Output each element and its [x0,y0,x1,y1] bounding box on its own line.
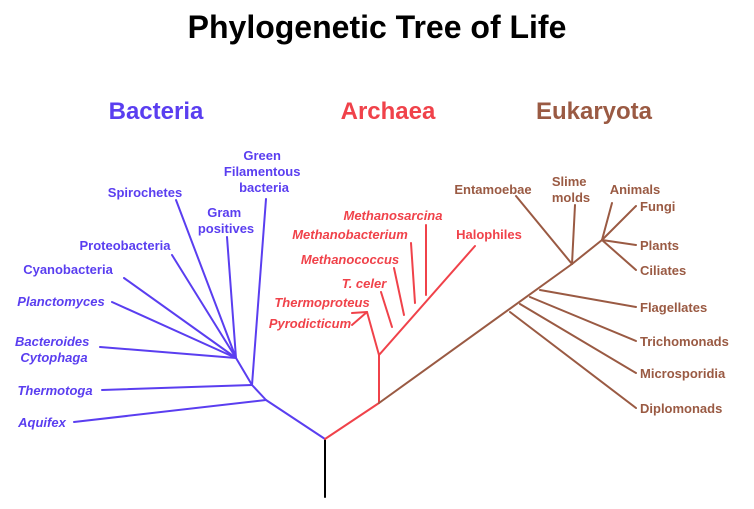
branch-green-filamentous [251,198,267,386]
diagram-title: Phylogenetic Tree of Life [188,9,567,45]
branch-animals [601,202,613,241]
label-t-celer: T. celer [342,276,388,291]
branch-plants [601,239,637,246]
label-trichomonads: Trichomonads [640,334,729,349]
branch-microsporidia [519,303,637,374]
branch-methanococcus [393,267,405,316]
branch-bacteroides [99,346,237,359]
label-aquifex: Aquifex [17,415,66,430]
label-fungi: Fungi [640,199,675,214]
label-plants: Plants [640,238,679,253]
bacteria-branches [73,198,326,440]
bacteria-labels: Green Filamentous bacteria Spirochetes G… [15,148,304,430]
branch-thermoproteus-pyrodicticum [366,311,380,356]
branch-spirochetes [175,199,237,359]
branch-flagellates [539,289,637,308]
label-thermotoga: Thermotoga [17,383,92,398]
branch-aquifex [73,399,267,423]
branch-fungi [601,205,637,241]
branch-slime-molds [571,204,576,265]
label-diplomonads: Diplomonads [640,401,722,416]
branch-gram-positives [226,236,237,359]
label-entamoebae: Entamoebae [454,182,531,197]
branch-trichomonads [529,296,637,342]
label-gram-positives: Gram positives [198,205,254,236]
branch-proteobacteria [171,254,237,359]
archaea-labels: Methanosarcina Methanobacterium Halophil… [269,208,522,331]
branch-thermotoga [101,384,253,391]
branch-planctomyces [111,301,237,359]
branch-diplomonads [509,311,637,409]
bacteria-crown-branch [235,357,253,386]
bacteria-main-branch [265,399,326,440]
branch-pyrodicticum-tip [351,311,368,326]
branch-entamoebae [515,195,573,265]
branch-halophiles [378,245,476,356]
label-planctomyces: Planctomyces [17,294,104,309]
label-halophiles: Halophiles [456,227,522,242]
branch-t-celer [380,291,393,328]
label-methanosarcina: Methanosarcina [344,208,443,223]
domain-label-eukaryota: Eukaryota [536,98,653,125]
branch-ciliates [601,239,637,271]
label-cyanobacteria: Cyanobacteria [23,262,113,277]
label-spirochetes: Spirochetes [108,185,182,200]
archaea-main-branch [324,402,380,440]
label-slime-molds: Slime molds [552,174,590,205]
bacteria-internal-branch [251,384,267,401]
label-ciliates: Ciliates [640,263,686,278]
eukaryota-branches [378,195,637,409]
domain-label-bacteria: Bacteria [109,98,204,125]
label-proteobacteria: Proteobacteria [79,238,171,253]
label-microsporidia: Microsporidia [640,366,726,381]
domain-label-archaea: Archaea [341,98,436,125]
eukaryota-crown-branch [571,239,603,265]
eukaryota-labels: Entamoebae Slime molds Animals Fungi Pla… [454,174,729,416]
label-animals: Animals [610,182,661,197]
archaea-branches [324,224,476,440]
label-thermoproteus: Thermoproteus [274,295,369,310]
branch-thermoproteus-tip [351,311,368,314]
label-pyrodicticum: Pyrodicticum [269,316,352,331]
label-bacteroides-cytophaga: Bacteroides Cytophaga [15,334,93,365]
label-flagellates: Flagellates [640,300,707,315]
label-green-filamentous: Green Filamentous bacteria [224,148,304,195]
branch-methanobacterium [410,242,416,304]
label-methanobacterium: Methanobacterium [292,227,408,242]
branch-cyanobacteria [123,277,237,359]
eukaryota-main-branch [378,263,573,404]
label-methanococcus: Methanococcus [301,252,399,267]
